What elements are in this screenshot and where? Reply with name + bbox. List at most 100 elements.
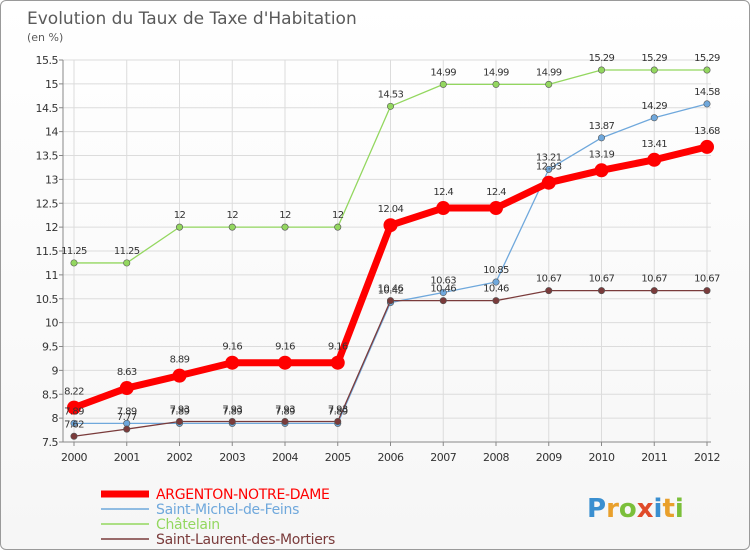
- series-point-3: [176, 417, 184, 425]
- data-label: 12.93: [536, 162, 562, 173]
- series-point-3: [70, 432, 78, 440]
- data-label: 14.58: [694, 87, 720, 98]
- y-tick-label: 10: [45, 317, 58, 330]
- series-point-3: [281, 417, 289, 425]
- series-point-2: [176, 223, 184, 231]
- x-tick-label: 2006: [378, 451, 404, 464]
- series-point-1: [70, 419, 78, 427]
- series-point-1: [650, 114, 658, 122]
- series-point-0: [383, 218, 398, 233]
- data-label: 13.41: [641, 139, 667, 150]
- data-label: 7.89: [222, 406, 242, 417]
- series-point-0: [647, 152, 662, 167]
- data-label: 10.67: [641, 274, 667, 285]
- series-point-2: [228, 223, 236, 231]
- data-label: 10.67: [694, 274, 720, 285]
- series-point-3: [386, 297, 394, 305]
- series-point-2: [597, 66, 605, 74]
- y-tick-label: 15: [45, 78, 58, 91]
- data-label: 10.42: [378, 286, 404, 297]
- series-point-1: [492, 278, 500, 286]
- y-tick-label: 8.5: [42, 388, 58, 401]
- data-label: 7.89: [275, 406, 295, 417]
- series-point-3: [123, 425, 131, 433]
- y-tick-label: 9: [52, 364, 59, 377]
- x-tick-label: 2007: [430, 451, 456, 464]
- legend-label: Saint-Laurent-des-Mortiers: [156, 532, 335, 548]
- data-label: 7.89: [64, 406, 84, 417]
- series-point-3: [650, 287, 658, 295]
- data-label: 15.29: [589, 53, 615, 64]
- legend-label: ARGENTON-NOTRE-DAME: [156, 487, 330, 503]
- x-tick-label: 2001: [114, 451, 140, 464]
- series-point-2: [650, 66, 658, 74]
- data-label: 10.46: [378, 284, 404, 295]
- data-label: 12.4: [433, 187, 453, 198]
- series-point-3: [334, 417, 342, 425]
- x-tick-label: 2010: [589, 451, 615, 464]
- series-layer: [67, 66, 714, 440]
- data-label: 7.93: [328, 404, 348, 415]
- chart-title: Evolution du Taux de Taxe d'Habitation: [27, 9, 357, 29]
- y-tick-label: 14.5: [36, 102, 59, 115]
- y-tick-label: 13.5: [36, 150, 59, 163]
- data-label: 13.87: [589, 121, 615, 132]
- data-label: 14.53: [378, 89, 404, 100]
- x-tick-label: 2008: [483, 451, 509, 464]
- data-label: 14.99: [430, 67, 456, 78]
- data-label: 12: [174, 210, 186, 221]
- data-label: 8.89: [170, 355, 190, 366]
- series-point-0: [119, 381, 134, 396]
- data-label: 12: [279, 210, 291, 221]
- series-point-1: [703, 100, 711, 108]
- y-tick-label: 9.5: [42, 341, 58, 354]
- x-tick-label: 2011: [641, 451, 667, 464]
- x-tick-label: 2005: [325, 451, 351, 464]
- data-label: 13.19: [589, 149, 615, 160]
- data-label: 12: [226, 210, 238, 221]
- y-tick-label: 11.5: [36, 245, 59, 258]
- x-tick-label: 2002: [167, 451, 193, 464]
- data-label: 9.16: [222, 342, 242, 353]
- y-tick-label: 12.5: [36, 197, 59, 210]
- data-label: 9.16: [328, 342, 348, 353]
- series-point-1: [545, 165, 553, 173]
- legend: ARGENTON-NOTRE-DAMESaint-Michel-de-Feins…: [101, 487, 335, 548]
- series-point-3: [228, 417, 236, 425]
- data-label: 8.22: [64, 387, 84, 398]
- x-tick-label: 2000: [61, 451, 87, 464]
- proxiti-logo: Proxiti: [587, 494, 684, 524]
- data-label: 12.4: [486, 187, 506, 198]
- x-tick-label: 2004: [272, 451, 298, 464]
- data-label: 7.89: [170, 406, 190, 417]
- data-label: 9.16: [275, 342, 295, 353]
- x-tick-label: 2009: [536, 451, 562, 464]
- data-label: 10.63: [430, 276, 456, 287]
- series-point-2: [70, 259, 78, 267]
- series-point-3: [545, 287, 553, 295]
- series-point-2: [123, 259, 131, 267]
- series-point-0: [594, 163, 609, 178]
- data-label: 10.46: [483, 284, 509, 295]
- series-point-0: [225, 355, 240, 370]
- series-point-1: [439, 289, 447, 297]
- data-label: 14.99: [536, 67, 562, 78]
- y-tick-label: 15.5: [36, 54, 59, 67]
- series-point-2: [439, 80, 447, 88]
- data-label: 15.29: [694, 53, 720, 64]
- legend-label: Saint-Michel-de-Feins: [156, 502, 299, 518]
- series-point-0: [700, 139, 714, 154]
- data-label: 10.46: [430, 284, 456, 295]
- data-label: 7.89: [328, 406, 348, 417]
- series-point-0: [330, 355, 345, 370]
- series-point-1: [597, 134, 605, 142]
- y-tick-label: 13: [45, 173, 58, 186]
- data-labels: 8.22 8.63 8.89 9.16 9.16 9.16 12.04 12.4 12.4 12.…: [61, 53, 720, 430]
- logo-text: Proxiti: [587, 494, 684, 524]
- series-point-2: [492, 80, 500, 88]
- data-label: 14.29: [641, 101, 667, 112]
- series-point-0: [436, 201, 451, 216]
- x-tick-label: 2012: [694, 451, 720, 464]
- series-point-0: [172, 368, 187, 383]
